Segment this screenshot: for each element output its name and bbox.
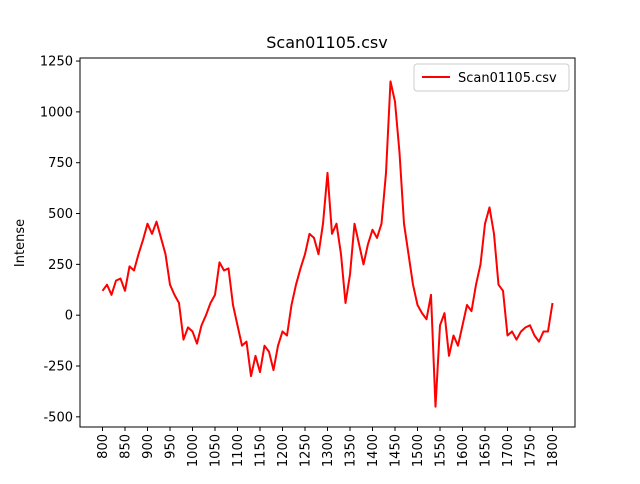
x-tick-label: 1750 <box>524 434 539 467</box>
x-tick-label: 1550 <box>434 434 449 467</box>
y-tick-label: -250 <box>43 360 73 375</box>
x-tick-label: 850 <box>119 434 134 459</box>
legend-box <box>413 63 570 92</box>
legend-label: Scan01105.csv <box>458 71 557 86</box>
data-line <box>101 80 554 408</box>
y-tick-label: 1250 <box>40 55 73 70</box>
y-axis-label: Intense <box>13 219 28 267</box>
x-tick-label: 1650 <box>479 434 494 467</box>
x-tick-label: 950 <box>164 434 179 459</box>
x-tick-label: 1800 <box>546 434 561 467</box>
y-tick-label: -500 <box>43 410 73 425</box>
y-tick-label: 750 <box>48 156 73 171</box>
x-tick-label: 1300 <box>321 434 336 467</box>
x-tick-label: 1150 <box>254 434 269 467</box>
x-tick-label: 900 <box>141 434 156 459</box>
x-tick-label: 800 <box>96 434 111 459</box>
y-tick-label: 1000 <box>40 105 73 120</box>
x-tick-label: 1050 <box>209 434 224 467</box>
y-tick-label: 0 <box>65 309 73 324</box>
x-tick-label: 1000 <box>186 434 201 467</box>
x-tick-label: 1200 <box>276 434 291 467</box>
x-tick-label: 1250 <box>299 434 314 467</box>
plot-frame <box>79 57 576 428</box>
x-tick-label: 1450 <box>389 434 404 467</box>
y-tick-label: 500 <box>48 207 73 222</box>
x-tick-label: 1400 <box>366 434 381 467</box>
x-tick-label: 1500 <box>411 434 426 467</box>
chart-title: Scan01105.csv <box>266 33 387 52</box>
x-tick-label: 1100 <box>231 434 246 467</box>
y-tick-label: 250 <box>48 258 73 273</box>
x-tick-label: 1350 <box>344 434 359 467</box>
x-tick-label: 1600 <box>456 434 471 467</box>
x-tick-label: 1700 <box>501 434 516 467</box>
